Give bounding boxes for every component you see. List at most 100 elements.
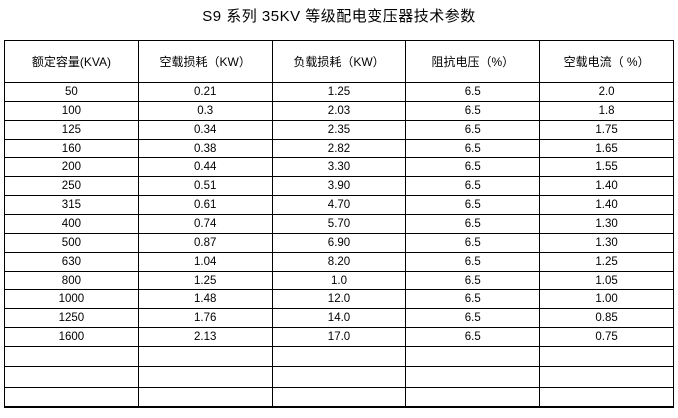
empty-table-row — [4, 366, 674, 388]
table-cell — [137, 386, 273, 408]
table-cell: 6.5 — [405, 327, 541, 348]
table-row: 100 0.3 2.03 6.5 1.8 — [4, 100, 674, 121]
table-cell: 6.5 — [405, 176, 541, 197]
table-cell: 6.5 — [405, 270, 541, 291]
table-cell: 0.75 — [539, 327, 674, 348]
table-cell — [4, 346, 139, 368]
table-cell: 0.85 — [539, 308, 674, 329]
table-cell: 14.0 — [271, 308, 407, 329]
table-cell — [4, 366, 139, 388]
table-cell: 1.30 — [539, 232, 674, 253]
table-cell: 6.5 — [405, 308, 541, 329]
table-row: 125 0.34 2.35 6.5 1.75 — [4, 119, 674, 140]
table-cell: 6.5 — [405, 214, 541, 234]
column-header-no-load-loss: 空载损耗（KW） — [137, 40, 273, 83]
table-row: 1600 2.13 17.0 6.5 0.75 — [4, 327, 674, 348]
table-cell: 0.3 — [137, 100, 273, 121]
table-cell: 1600 — [4, 327, 139, 348]
table-cell — [539, 386, 674, 408]
table-cell: 2.13 — [137, 327, 273, 348]
table-row: 500 0.87 6.90 6.5 1.30 — [4, 232, 674, 253]
table-row: 800 1.25 1.0 6.5 1.05 — [4, 270, 674, 291]
table-cell: 3.90 — [271, 176, 407, 197]
table-cell: 8.20 — [271, 251, 407, 272]
table-cell: 500 — [4, 232, 139, 253]
table-header: 额定容量(KVA) 空载损耗（KW） 负载损耗（KW） 阻抗电压（%） 空载电流… — [4, 40, 674, 83]
table-cell: 0.74 — [137, 214, 273, 234]
table-row: 400 0.74 5.70 6.5 1.30 — [4, 214, 674, 234]
empty-table-row — [4, 346, 674, 368]
table-row: 1250 1.76 14.0 6.5 0.85 — [4, 308, 674, 329]
table-cell: 6.5 — [405, 119, 541, 140]
table-cell — [271, 366, 407, 388]
table-cell: 6.5 — [405, 251, 541, 272]
table-cell: 2.0 — [539, 82, 674, 102]
table-cell: 0.87 — [137, 232, 273, 253]
header-row: 额定容量(KVA) 空载损耗（KW） 负载损耗（KW） 阻抗电压（%） 空载电流… — [4, 40, 674, 83]
table-cell — [539, 346, 674, 368]
table-cell: 6.5 — [405, 157, 541, 178]
table-cell: 2.35 — [271, 119, 407, 140]
table-cell: 0.38 — [137, 138, 273, 159]
column-header-load-loss: 负载损耗（KW） — [271, 40, 407, 83]
table-cell: 0.44 — [137, 157, 273, 178]
table-row: 200 0.44 3.30 6.5 1.55 — [4, 157, 674, 178]
page-title: S9 系列 35KV 等级配电变压器技术参数 — [202, 8, 476, 25]
table-cell: 1.04 — [137, 251, 273, 272]
table-cell: 5.70 — [271, 214, 407, 234]
table-cell: 17.0 — [271, 327, 407, 348]
table-row: 160 0.38 2.82 6.5 1.65 — [4, 138, 674, 159]
table-row: 1000 1.48 12.0 6.5 1.00 — [4, 289, 674, 310]
table-cell: 1.75 — [539, 119, 674, 140]
table-cell: 1.25 — [271, 82, 407, 102]
column-header-impedance-voltage: 阻抗电压（%） — [405, 40, 541, 83]
table-cell: 6.5 — [405, 289, 541, 310]
table-cell: 1250 — [4, 308, 139, 329]
table-cell: 315 — [4, 195, 139, 216]
table-cell: 250 — [4, 176, 139, 197]
table-cell: 0.21 — [137, 82, 273, 102]
table-cell — [405, 366, 541, 388]
table-cell: 50 — [4, 82, 139, 102]
table-cell: 1.76 — [137, 308, 273, 329]
table-cell — [271, 386, 407, 408]
table-cell: 1.30 — [539, 214, 674, 234]
table-cell: 6.5 — [405, 195, 541, 216]
table-cell: 400 — [4, 214, 139, 234]
table-cell: 200 — [4, 157, 139, 178]
column-header-rated-capacity: 额定容量(KVA) — [4, 40, 139, 83]
table-cell: 0.51 — [137, 176, 273, 197]
table-cell: 1.0 — [271, 270, 407, 291]
table-row: 315 0.61 4.70 6.5 1.40 — [4, 195, 674, 216]
table-cell: 1.05 — [539, 270, 674, 291]
table-cell — [4, 386, 139, 408]
table-cell: 1.40 — [539, 176, 674, 197]
table-cell: 6.5 — [405, 232, 541, 253]
transformer-params-table: 额定容量(KVA) 空载损耗（KW） 负载损耗（KW） 阻抗电压（%） 空载电流… — [4, 40, 674, 409]
table-cell — [539, 366, 674, 388]
table-cell: 1.55 — [539, 157, 674, 178]
table-cell: 1.25 — [137, 270, 273, 291]
table-cell — [137, 346, 273, 368]
table-cell: 1.65 — [539, 138, 674, 159]
table-cell: 630 — [4, 251, 139, 272]
table-row: 250 0.51 3.90 6.5 1.40 — [4, 176, 674, 197]
table-cell: 160 — [4, 138, 139, 159]
table-cell: 0.34 — [137, 119, 273, 140]
table-cell: 1.40 — [539, 195, 674, 216]
table-cell: 125 — [4, 119, 139, 140]
table-row: 630 1.04 8.20 6.5 1.25 — [4, 251, 674, 272]
table-cell: 3.30 — [271, 157, 407, 178]
empty-table-row — [4, 386, 674, 408]
table-cell: 6.5 — [405, 100, 541, 121]
table-cell: 4.70 — [271, 195, 407, 216]
table-cell — [137, 366, 273, 388]
table-cell: 1.48 — [137, 289, 273, 310]
table-cell: 2.03 — [271, 100, 407, 121]
table-cell: 100 — [4, 100, 139, 121]
table-cell: 1.8 — [539, 100, 674, 121]
table-cell — [405, 386, 541, 408]
table-cell: 6.5 — [405, 138, 541, 159]
table-cell: 1.25 — [539, 251, 674, 272]
